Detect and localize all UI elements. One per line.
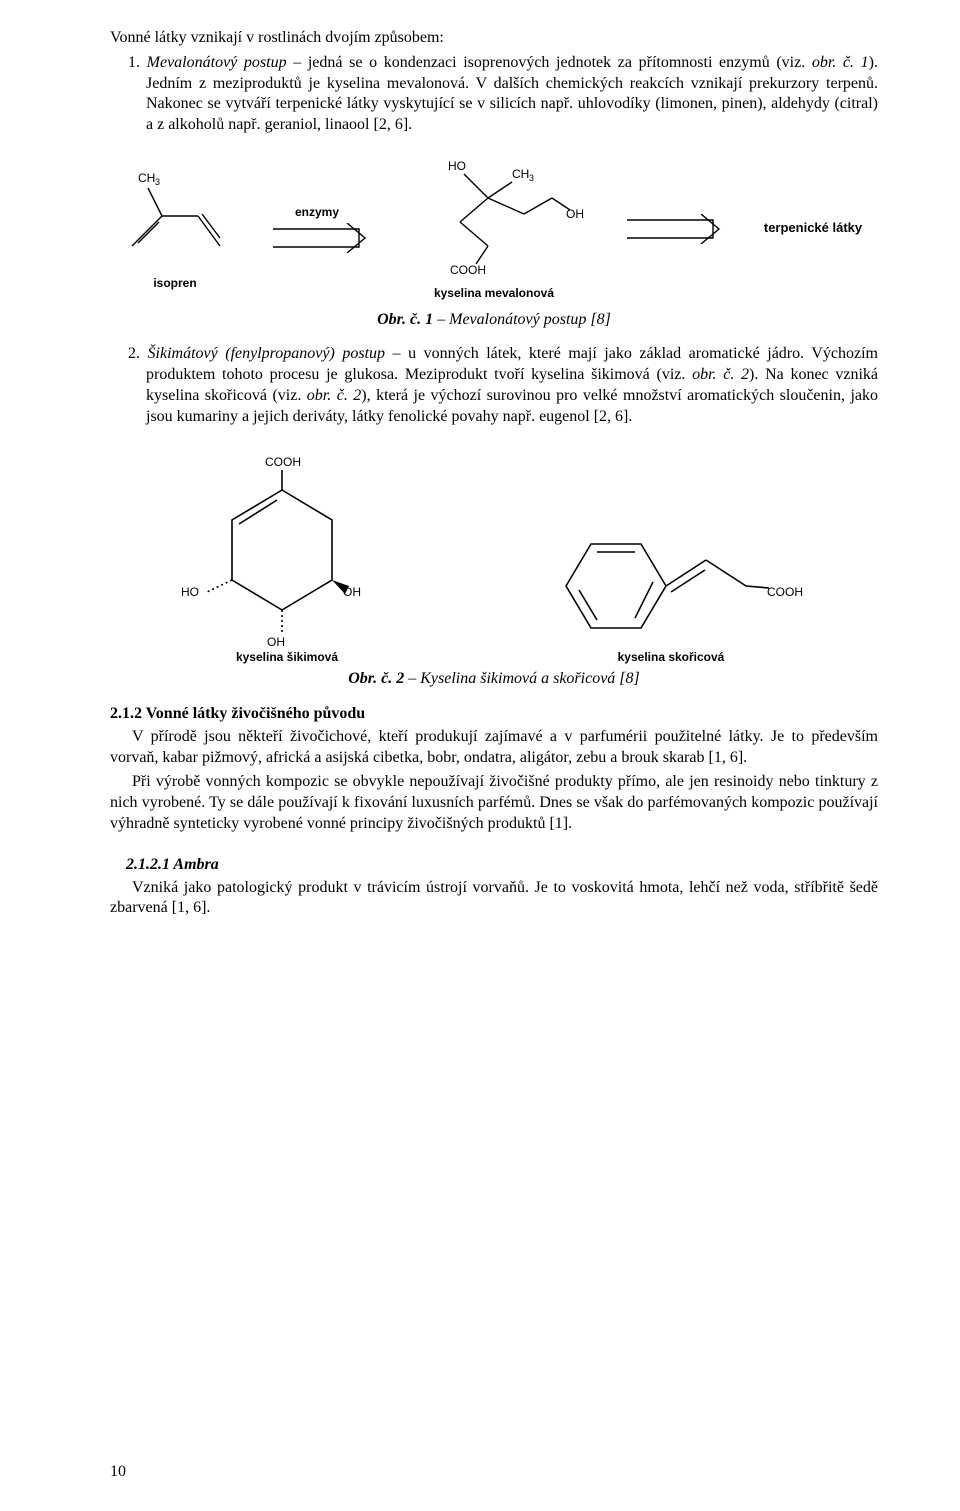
atom-cooh-2: COOH: [265, 455, 301, 469]
fig2-shikim: COOH HO OH OH: [157, 450, 417, 666]
heading-2-1-2: 2.1.2 Vonné látky živočišného původu: [110, 704, 878, 725]
heading-2-1-2-1: 2.1.2.1 Ambra: [110, 855, 878, 876]
atom-ho: HO: [448, 159, 466, 173]
atom-ch3-sub: 3: [155, 177, 160, 187]
figure-2: COOH HO OH OH: [110, 450, 878, 666]
figure-2-caption: Obr. č. 2 – Kyselina šikimová a skořicov…: [110, 669, 878, 690]
terp-label: terpenické látky: [764, 220, 862, 237]
skoric-structure: COOH: [521, 500, 821, 650]
atom-cooh: COOH: [450, 263, 486, 277]
mevalon-structure: HO CH 3 OH COOH: [394, 156, 594, 286]
isoprene-label: isopren: [153, 276, 196, 292]
arrow-2-svg: [621, 214, 721, 244]
isoprene-structure: CH 3: [120, 166, 230, 276]
sec2121-para1: Vzniká jako patologický produkt v trávic…: [110, 878, 878, 920]
atom-ch3-sub-2: 3: [529, 173, 534, 183]
skoric-label: kyselina skořicová: [618, 650, 725, 666]
fig1-isoprene: CH 3 isopren: [110, 166, 240, 292]
atom-ho-2: HO: [181, 585, 199, 599]
figure-1-caption: Obr. č. 1 – Mevalonátový postup [8]: [110, 310, 878, 331]
sec212-para1: V přírodě jsou někteří živočichové, kteř…: [110, 727, 878, 769]
list-1-italic: Mevalonátový postup: [147, 54, 287, 71]
atom-ch3: CH: [138, 171, 155, 185]
figure-1: CH 3 isopren enzymy: [110, 156, 878, 302]
fig1-arrow-1: enzymy: [262, 205, 372, 253]
sec212-para2: Při výrobě vonných kompozic se obvykle n…: [110, 772, 878, 834]
fig1-cap-rest: – Mevalonátový postup [8]: [433, 311, 611, 328]
list-item-1: 1. Mevalonátový postup – jedná se o kond…: [110, 53, 878, 136]
mevalon-label: kyselina mevalonová: [434, 286, 554, 302]
list-1-number: 1.: [128, 54, 140, 71]
fig2-skoric: COOH kyselina skořicová: [511, 500, 831, 666]
fig2-cap-bold: Obr. č. 2: [348, 670, 404, 687]
fig1-mevalon: HO CH 3 OH COOH kyselina me: [394, 156, 594, 302]
enzymy-label: enzymy: [295, 205, 339, 221]
shikim-structure: COOH HO OH OH: [177, 450, 397, 650]
list-item-2: 2. Šikimátový (fenylpropanový) postup – …: [110, 344, 878, 427]
list-2-italic: Šikimátový (fenylpropanový) postup: [148, 345, 386, 362]
shikim-label: kyselina šikimová: [236, 650, 338, 666]
page-number: 10: [110, 1462, 126, 1483]
fig2-cap-rest: – Kyselina šikimová a skořicová [8]: [404, 670, 640, 687]
atom-oh-3: OH: [267, 635, 285, 649]
list-2-number: 2.: [128, 345, 140, 362]
fig1-arrow-2: [616, 214, 726, 244]
arrow-1-svg: [267, 223, 367, 253]
fig1-cap-bold: Obr. č. 1: [377, 311, 433, 328]
fig1-terp: terpenické látky: [748, 220, 878, 237]
intro-paragraph: Vonné látky vznikají v rostlinách dvojím…: [110, 28, 878, 49]
atom-cooh-3: COOH: [767, 585, 803, 599]
atom-ch3-2: CH: [512, 167, 529, 181]
